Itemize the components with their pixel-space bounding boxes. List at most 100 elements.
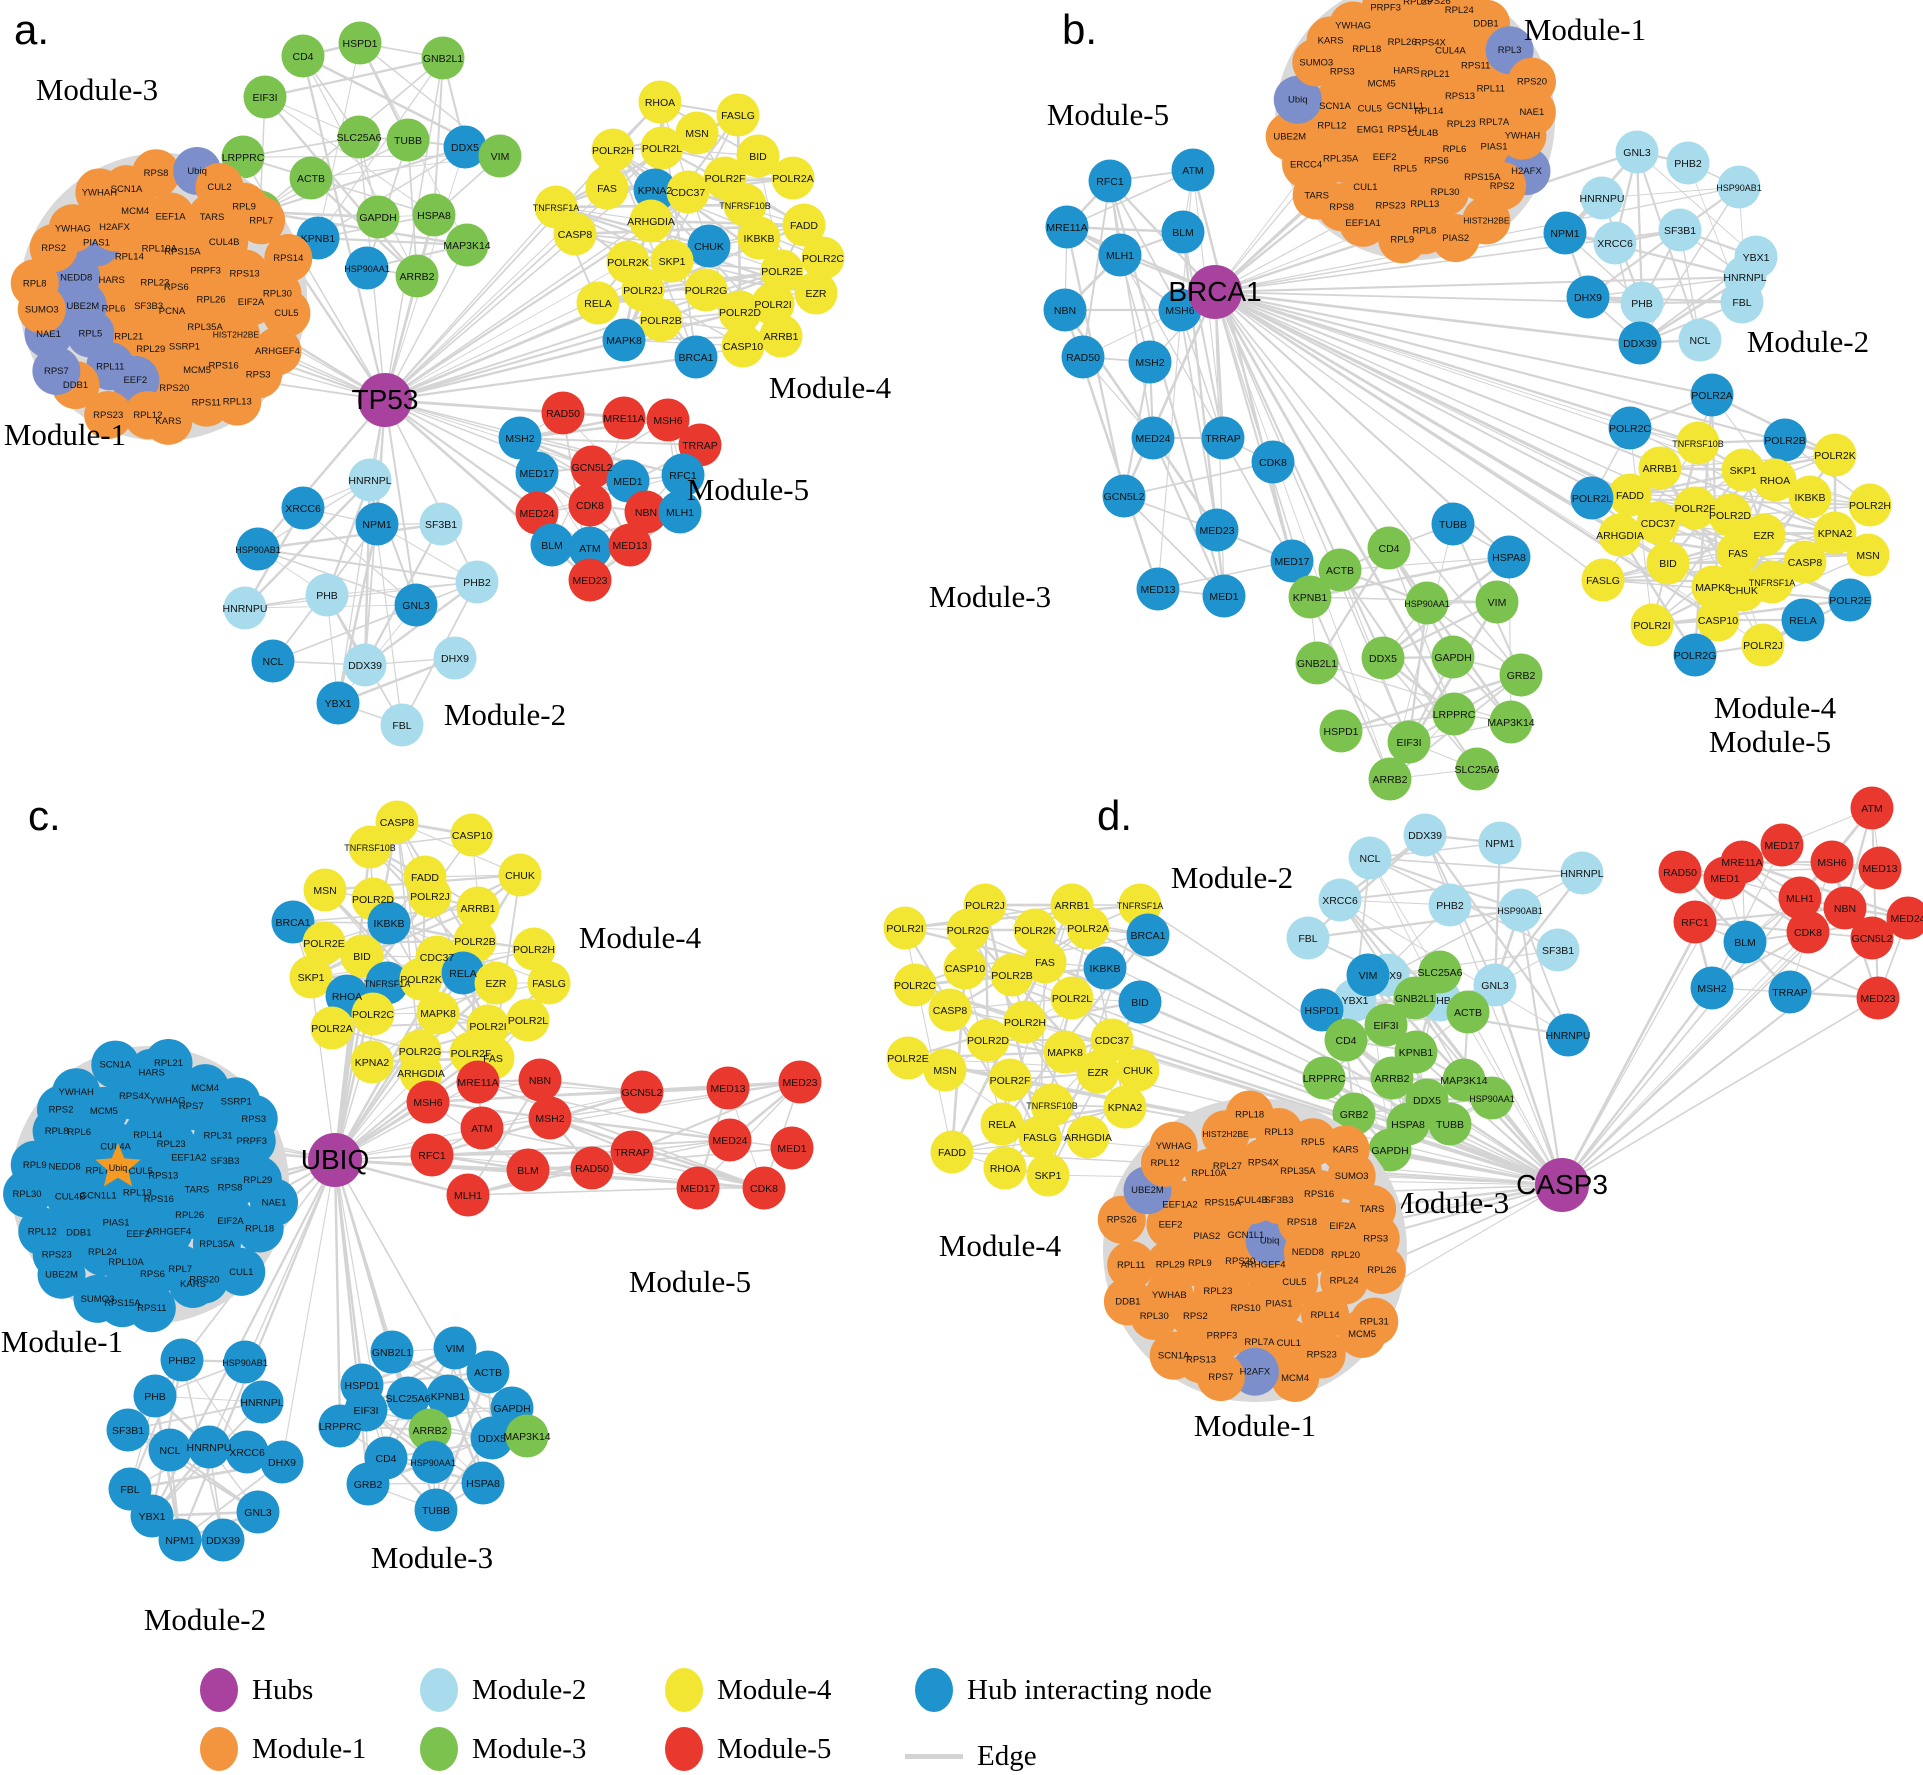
node-label-MED23: MED23 xyxy=(782,1077,817,1089)
node-CDK8 xyxy=(742,1166,786,1210)
module-1-swatch xyxy=(200,1727,238,1771)
node-CASP10 xyxy=(450,813,494,857)
node-ARHGDIA xyxy=(1066,1115,1110,1159)
node-label-RPS18: RPS18 xyxy=(1287,1217,1317,1228)
node-label-PHB2: PHB2 xyxy=(463,577,491,589)
node-GAPDH xyxy=(356,195,400,239)
node-label-VIM: VIM xyxy=(1488,597,1507,609)
node-label-RFC1: RFC1 xyxy=(1681,917,1709,929)
node-label-MED24: MED24 xyxy=(519,508,554,520)
node-label-GCN5L2: GCN5L2 xyxy=(572,462,613,474)
node-label-MED17: MED17 xyxy=(519,468,554,480)
node-label-EIF2A: EIF2A xyxy=(1329,1221,1356,1232)
node-LRPPRC xyxy=(318,1404,362,1448)
node-label-RPS3: RPS3 xyxy=(1363,1233,1388,1244)
edge xyxy=(372,982,550,1015)
node-GRB2 xyxy=(1499,653,1543,697)
node-label-ARRB1: ARRB1 xyxy=(1054,900,1089,912)
node-PHB2 xyxy=(1666,141,1710,185)
node-label-BRCA1: BRCA1 xyxy=(275,917,310,929)
node-label-RPL9: RPL9 xyxy=(1390,234,1414,245)
node-label-RPS6: RPS6 xyxy=(1424,156,1449,167)
node-label-POLR2B: POLR2B xyxy=(454,936,495,948)
node-label-MSH2: MSH2 xyxy=(505,433,534,445)
node-RPL12 xyxy=(18,1207,67,1256)
node-label-HNRNPL: HNRNPL xyxy=(240,1397,283,1409)
node-label-MSH6: MSH6 xyxy=(1165,305,1194,317)
node-label-TUBB: TUBB xyxy=(394,135,422,147)
node-CD4 xyxy=(1367,526,1411,570)
node-label-RPL21: RPL21 xyxy=(154,1058,183,1069)
node-BRCA1 xyxy=(1126,913,1170,957)
node-label-HNRNPU: HNRNPU xyxy=(223,603,268,615)
edge xyxy=(1587,295,1743,304)
node-label-MAPK8: MAPK8 xyxy=(1695,582,1731,594)
node-label-Ubiq: Ubiq xyxy=(1260,1236,1280,1247)
node-label-RPL11: RPL11 xyxy=(1477,84,1505,95)
legend-item-module-3: Module-3 xyxy=(420,1727,586,1771)
node-MSH6 xyxy=(646,398,690,442)
node-HSP90AB1 xyxy=(236,527,280,571)
node-label-POLR2A: POLR2A xyxy=(1691,390,1732,402)
panel-c-module-3: GNB2L1 VIM HSPD1 ACTB SLC25A6 KPNB1 EIF3I GAPDH… xyxy=(318,1326,551,1532)
node-MED17 xyxy=(515,451,559,495)
node-label-SF3B1: SF3B1 xyxy=(1542,945,1574,957)
node-CASP8 xyxy=(928,988,972,1032)
node-label-ATM: ATM xyxy=(1182,165,1203,177)
hubs-swatch xyxy=(200,1668,238,1712)
node-label-POLR2H: POLR2H xyxy=(513,944,555,956)
node-label-EEF1A: EEF1A xyxy=(155,211,186,222)
node-NBN xyxy=(624,490,668,534)
node-label-HSPD1: HSPD1 xyxy=(1304,1005,1339,1017)
node-label-H2AFX: H2AFX xyxy=(1240,1367,1271,1378)
node-label-GRB2: GRB2 xyxy=(1507,670,1536,682)
node-label-POLR2G: POLR2G xyxy=(685,285,728,297)
node-label-HSP90AA1: HSP90AA1 xyxy=(1469,1094,1515,1104)
node-POLR2G xyxy=(684,268,728,312)
node-label-RPS15A: RPS15A xyxy=(164,247,201,258)
node-label-MED13: MED13 xyxy=(710,1083,745,1095)
node-label-UBE2M: UBE2M xyxy=(1273,131,1306,142)
node-label-TNFRSF10B: TNFRSF10B xyxy=(1672,439,1724,449)
node-label-GAPDH: GAPDH xyxy=(1434,652,1471,664)
node-MAP3K14 xyxy=(1489,700,1533,744)
node-label-RPS16: RPS16 xyxy=(209,361,239,372)
node-label-CASP10: CASP10 xyxy=(1698,615,1738,627)
node-ATM xyxy=(1171,148,1215,192)
node-label-CASP8: CASP8 xyxy=(933,1005,968,1017)
node-label-RPL13: RPL13 xyxy=(1410,199,1439,210)
node-label-CD4: CD4 xyxy=(1335,1035,1356,1047)
node-GNB2L1 xyxy=(370,1330,414,1374)
node-KPNA2 xyxy=(1103,1085,1147,1129)
edge xyxy=(1214,290,1713,397)
node-label-RPL6: RPL6 xyxy=(67,1127,91,1138)
edge xyxy=(1309,596,1498,603)
node-MED17 xyxy=(1760,823,1804,867)
node-BLM xyxy=(530,523,574,567)
node-label-RPL13: RPL13 xyxy=(223,397,252,408)
edge xyxy=(1152,437,1225,597)
node-label-CDC37: CDC37 xyxy=(1641,518,1676,530)
node-label-MCM5: MCM5 xyxy=(1348,1329,1376,1340)
node-POLR2G xyxy=(946,908,990,952)
node-label-RPL6: RPL6 xyxy=(1443,144,1467,155)
node-label-RELA: RELA xyxy=(449,968,476,980)
node-label-PCNA: PCNA xyxy=(159,306,186,317)
node-ATM xyxy=(1850,786,1894,830)
node-label-KPNB1: KPNB1 xyxy=(431,1391,466,1403)
edge xyxy=(1618,534,1697,656)
node-CASP10 xyxy=(943,946,987,990)
node-label-MSN: MSN xyxy=(313,885,336,897)
module-label-module-4: Module-4 xyxy=(769,370,892,405)
edge xyxy=(1636,151,1757,258)
node-label-GNB2L1: GNB2L1 xyxy=(372,1347,412,1359)
edge xyxy=(264,56,444,99)
node-MCM5 xyxy=(1338,1309,1387,1358)
node-label-RPS2: RPS2 xyxy=(1183,1311,1208,1322)
node-label-POLR2B: POLR2B xyxy=(640,315,681,327)
node-label-CHUK: CHUK xyxy=(1123,1065,1153,1077)
node-label-RPS4X: RPS4X xyxy=(1248,1157,1280,1168)
node-MSN xyxy=(675,111,719,155)
node-label-KARS: KARS xyxy=(1333,1144,1359,1155)
